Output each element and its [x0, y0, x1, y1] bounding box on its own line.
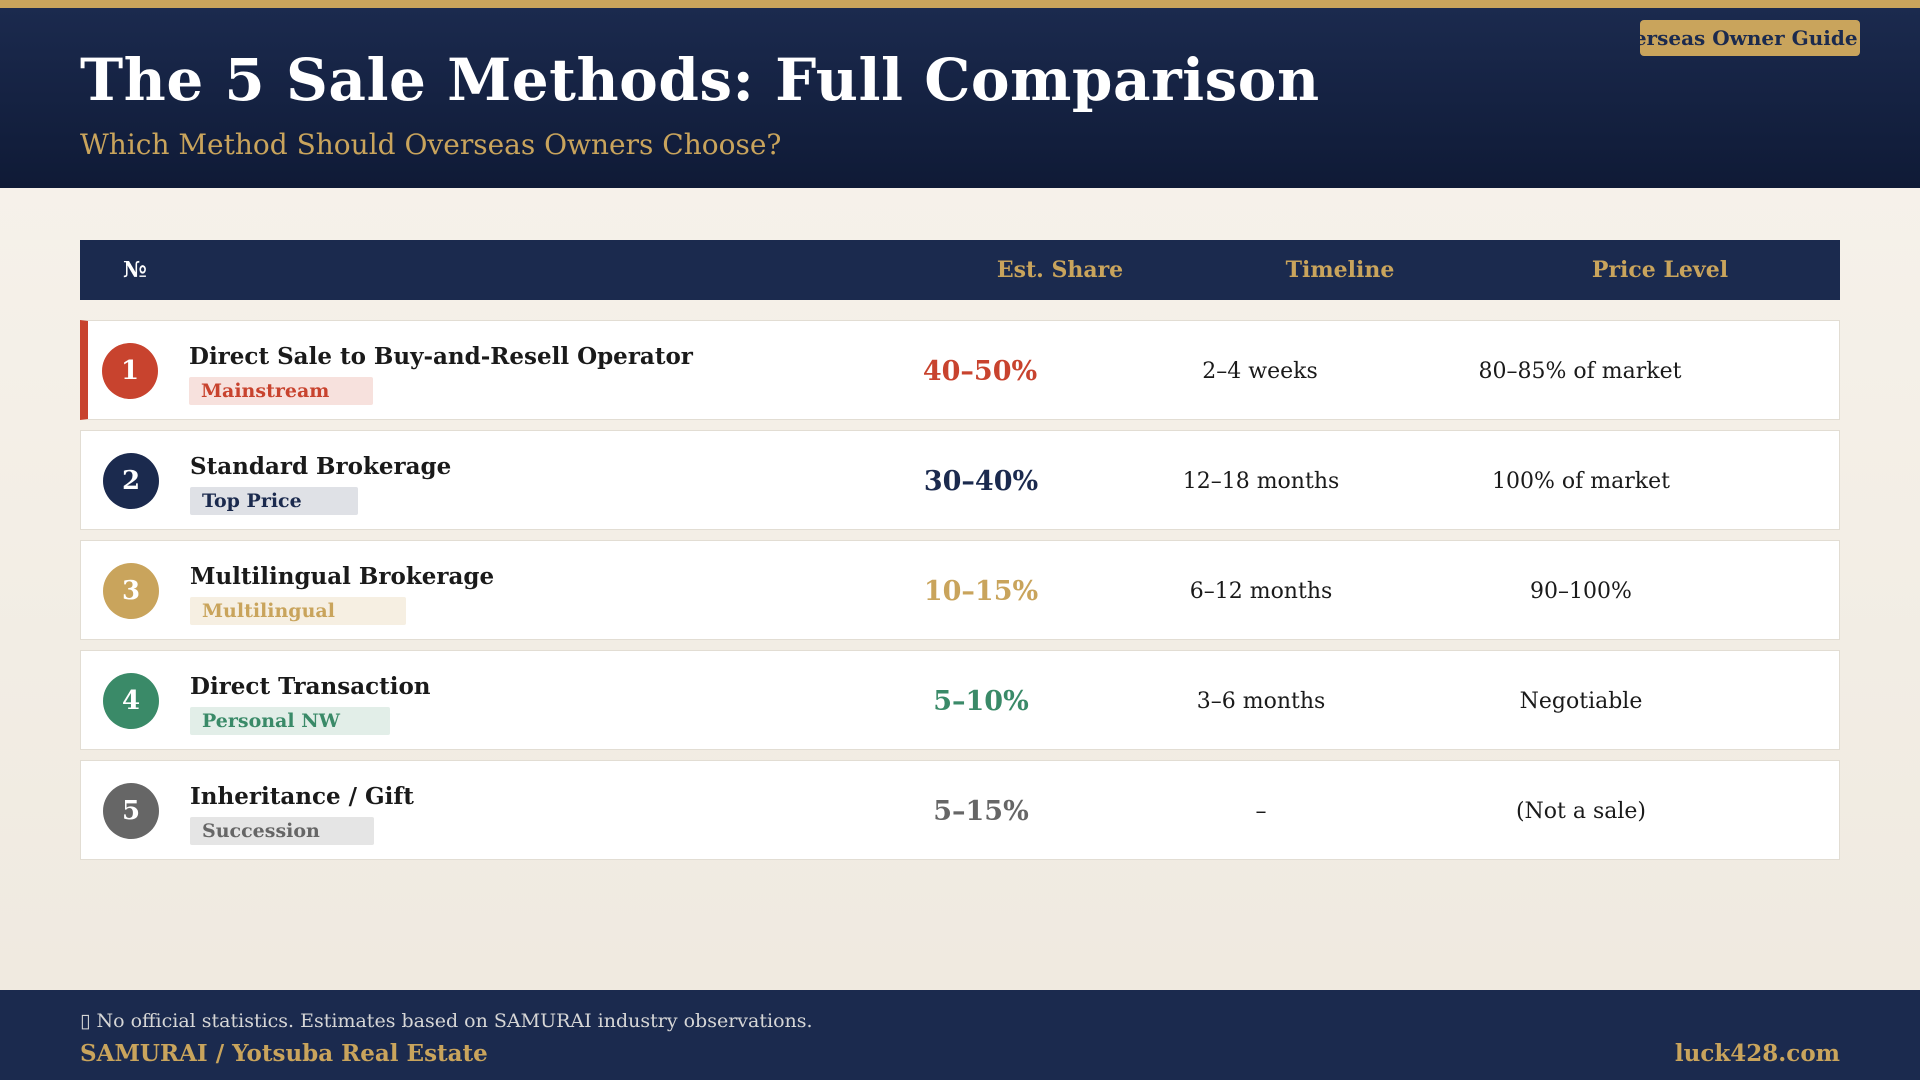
- method-name: Direct Sale to Buy-and-Resell Operator: [189, 343, 693, 370]
- method-tag: Mainstream: [189, 377, 373, 405]
- method-tag: Succession: [190, 817, 374, 845]
- row-number-badge: 4: [103, 673, 159, 729]
- table-row: 3 Multilingual Brokerage Multilingual 10…: [80, 540, 1840, 640]
- timeline-value: 2–4 weeks: [1202, 358, 1318, 384]
- column-header-timeline: Timeline: [1285, 257, 1395, 283]
- row-number-badge: 1: [102, 343, 158, 399]
- method-tag: Multilingual: [190, 597, 406, 625]
- timeline-value: 6–12 months: [1189, 578, 1333, 604]
- top-accent-stripe: [0, 0, 1920, 8]
- page-title: The 5 Sale Methods: Full Comparison: [80, 46, 1320, 114]
- price-level-value: Negotiable: [1519, 688, 1643, 714]
- table-row: 5 Inheritance / Gift Succession 5–15% – …: [80, 760, 1840, 860]
- page-subtitle: Which Method Should Overseas Owners Choo…: [80, 128, 782, 161]
- column-header-price: Price Level: [1591, 257, 1729, 283]
- share-value: 5–10%: [933, 685, 1029, 717]
- table-header: № Est. Share Timeline Price Level: [80, 240, 1840, 300]
- price-level-value: 90–100%: [1530, 578, 1632, 604]
- header: The 5 Sale Methods: Full Comparison Whic…: [0, 8, 1920, 188]
- row-number-badge: 5: [103, 783, 159, 839]
- method-name: Inheritance / Gift: [190, 783, 414, 810]
- share-value: 30–40%: [923, 465, 1039, 497]
- company-name: SAMURAI / Yotsuba Real Estate: [80, 1040, 488, 1067]
- method-name: Direct Transaction: [190, 673, 431, 700]
- timeline-value: 12–18 months: [1182, 468, 1340, 494]
- table-row: 2 Standard Brokerage Top Price 30–40% 12…: [80, 430, 1840, 530]
- method-name: Standard Brokerage: [190, 453, 452, 480]
- method-name: Multilingual Brokerage: [190, 563, 495, 590]
- table-row: 1 Direct Sale to Buy-and-Resell Operator…: [80, 320, 1840, 420]
- guide-badge: Overseas Owner Guide #3: [1640, 20, 1860, 56]
- website-link[interactable]: luck428.com: [1674, 1040, 1840, 1067]
- row-number-badge: 2: [103, 453, 159, 509]
- share-value: 5–15%: [933, 795, 1029, 827]
- price-level-value: 100% of market: [1492, 468, 1670, 494]
- footer: ▯ No official statistics. Estimates base…: [0, 990, 1920, 1080]
- row-number-badge: 3: [103, 563, 159, 619]
- table-row: 4 Direct Transaction Personal NW 5–10% 3…: [80, 650, 1840, 750]
- column-header-share: Est. Share: [996, 257, 1124, 283]
- footnote: ▯ No official statistics. Estimates base…: [80, 1010, 813, 1032]
- price-level-value: 80–85% of market: [1478, 358, 1682, 384]
- share-value: 40–50%: [922, 355, 1038, 387]
- timeline-value: –: [1255, 798, 1267, 824]
- share-value: 10–15%: [923, 575, 1039, 607]
- method-tag: Top Price: [190, 487, 358, 515]
- timeline-value: 3–6 months: [1196, 688, 1326, 714]
- method-tag: Personal NW: [190, 707, 390, 735]
- column-header-number: №: [123, 257, 147, 283]
- price-level-value: (Not a sale): [1515, 798, 1647, 824]
